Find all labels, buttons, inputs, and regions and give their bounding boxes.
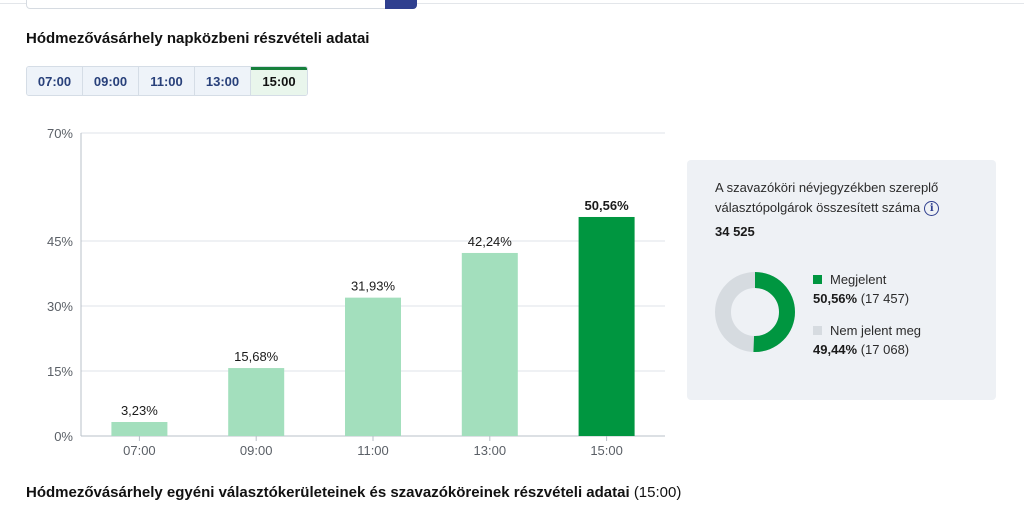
legend-present-swatch: [813, 274, 822, 284]
top-divider: [0, 3, 1024, 4]
legend-present-percent: 50,56%: [813, 291, 858, 306]
x-tick-label: 13:00: [474, 443, 507, 458]
turnout-donut-chart: [715, 272, 795, 352]
y-tick-label: 0%: [54, 429, 73, 444]
legend-absent-swatch: [813, 325, 822, 335]
tab-0900[interactable]: 09:00: [83, 67, 139, 95]
x-tick-label: 15:00: [590, 443, 623, 458]
bar-value-label: 42,24%: [468, 234, 513, 249]
bar-value-label: 31,93%: [351, 279, 396, 294]
legend-absent: Nem jelent meg 49,44% (17 068): [813, 321, 921, 357]
bar-value-label: 3,23%: [121, 403, 158, 418]
y-tick-label: 45%: [47, 234, 73, 249]
legend-absent-percent: 49,44%: [813, 342, 858, 357]
search-button-partial[interactable]: [385, 0, 417, 9]
legend-absent-count: (17 068): [860, 342, 910, 357]
turnout-bar-chart: 0% 15% 30% 45% 70% 3,23% 07:00 15,68% 09:00 31,93…: [47, 126, 665, 458]
bar: [345, 297, 401, 436]
legend-present-count: (17 457): [860, 291, 910, 306]
x-tick-label: 07:00: [123, 443, 156, 458]
bar: [461, 252, 518, 436]
bar: [578, 216, 635, 436]
summary-card: A szavazóköri névjegyzékben szereplő vál…: [687, 160, 996, 400]
bar-value-label: 15,68%: [234, 349, 279, 364]
summary-description-text: A szavazóköri névjegyzékben szereplő vál…: [715, 180, 939, 215]
turnout-section-title: Hódmezővásárhely napközbeni részvételi a…: [26, 30, 370, 47]
bar-value-label: 50,56%: [585, 198, 630, 213]
legend-present-label: Megjelent: [830, 271, 887, 287]
tab-1100[interactable]: 11:00: [139, 67, 195, 95]
district-section-time: (15:00): [633, 484, 682, 501]
district-section-title: Hódmezővásárhely egyéni választókerülete…: [26, 484, 681, 501]
y-tick-label: 15%: [47, 364, 73, 379]
y-tick-label: 30%: [47, 299, 73, 314]
time-tabs: 07:00 09:00 11:00 13:00 15:00: [26, 66, 308, 96]
summary-total: 34 525: [715, 224, 755, 239]
search-input-partial[interactable]: [26, 0, 416, 9]
x-tick-label: 09:00: [240, 443, 273, 458]
info-icon[interactable]: i: [924, 201, 940, 217]
donut-present-segment: [715, 272, 795, 352]
legend-present: Megjelent 50,56% (17 457): [813, 270, 909, 306]
x-tick-label: 11:00: [357, 443, 389, 458]
legend-absent-label: Nem jelent meg: [830, 322, 922, 338]
y-tick-label: 70%: [47, 126, 73, 141]
summary-description: A szavazóköri névjegyzékben szereplő vál…: [715, 178, 985, 218]
district-section-title-text: Hódmezővásárhely egyéni választókerülete…: [26, 484, 630, 501]
tab-1300[interactable]: 13:00: [195, 67, 251, 95]
bar: [111, 422, 168, 436]
tab-1500[interactable]: 15:00: [251, 67, 307, 95]
bar: [228, 368, 285, 436]
tab-0700[interactable]: 07:00: [27, 67, 83, 95]
